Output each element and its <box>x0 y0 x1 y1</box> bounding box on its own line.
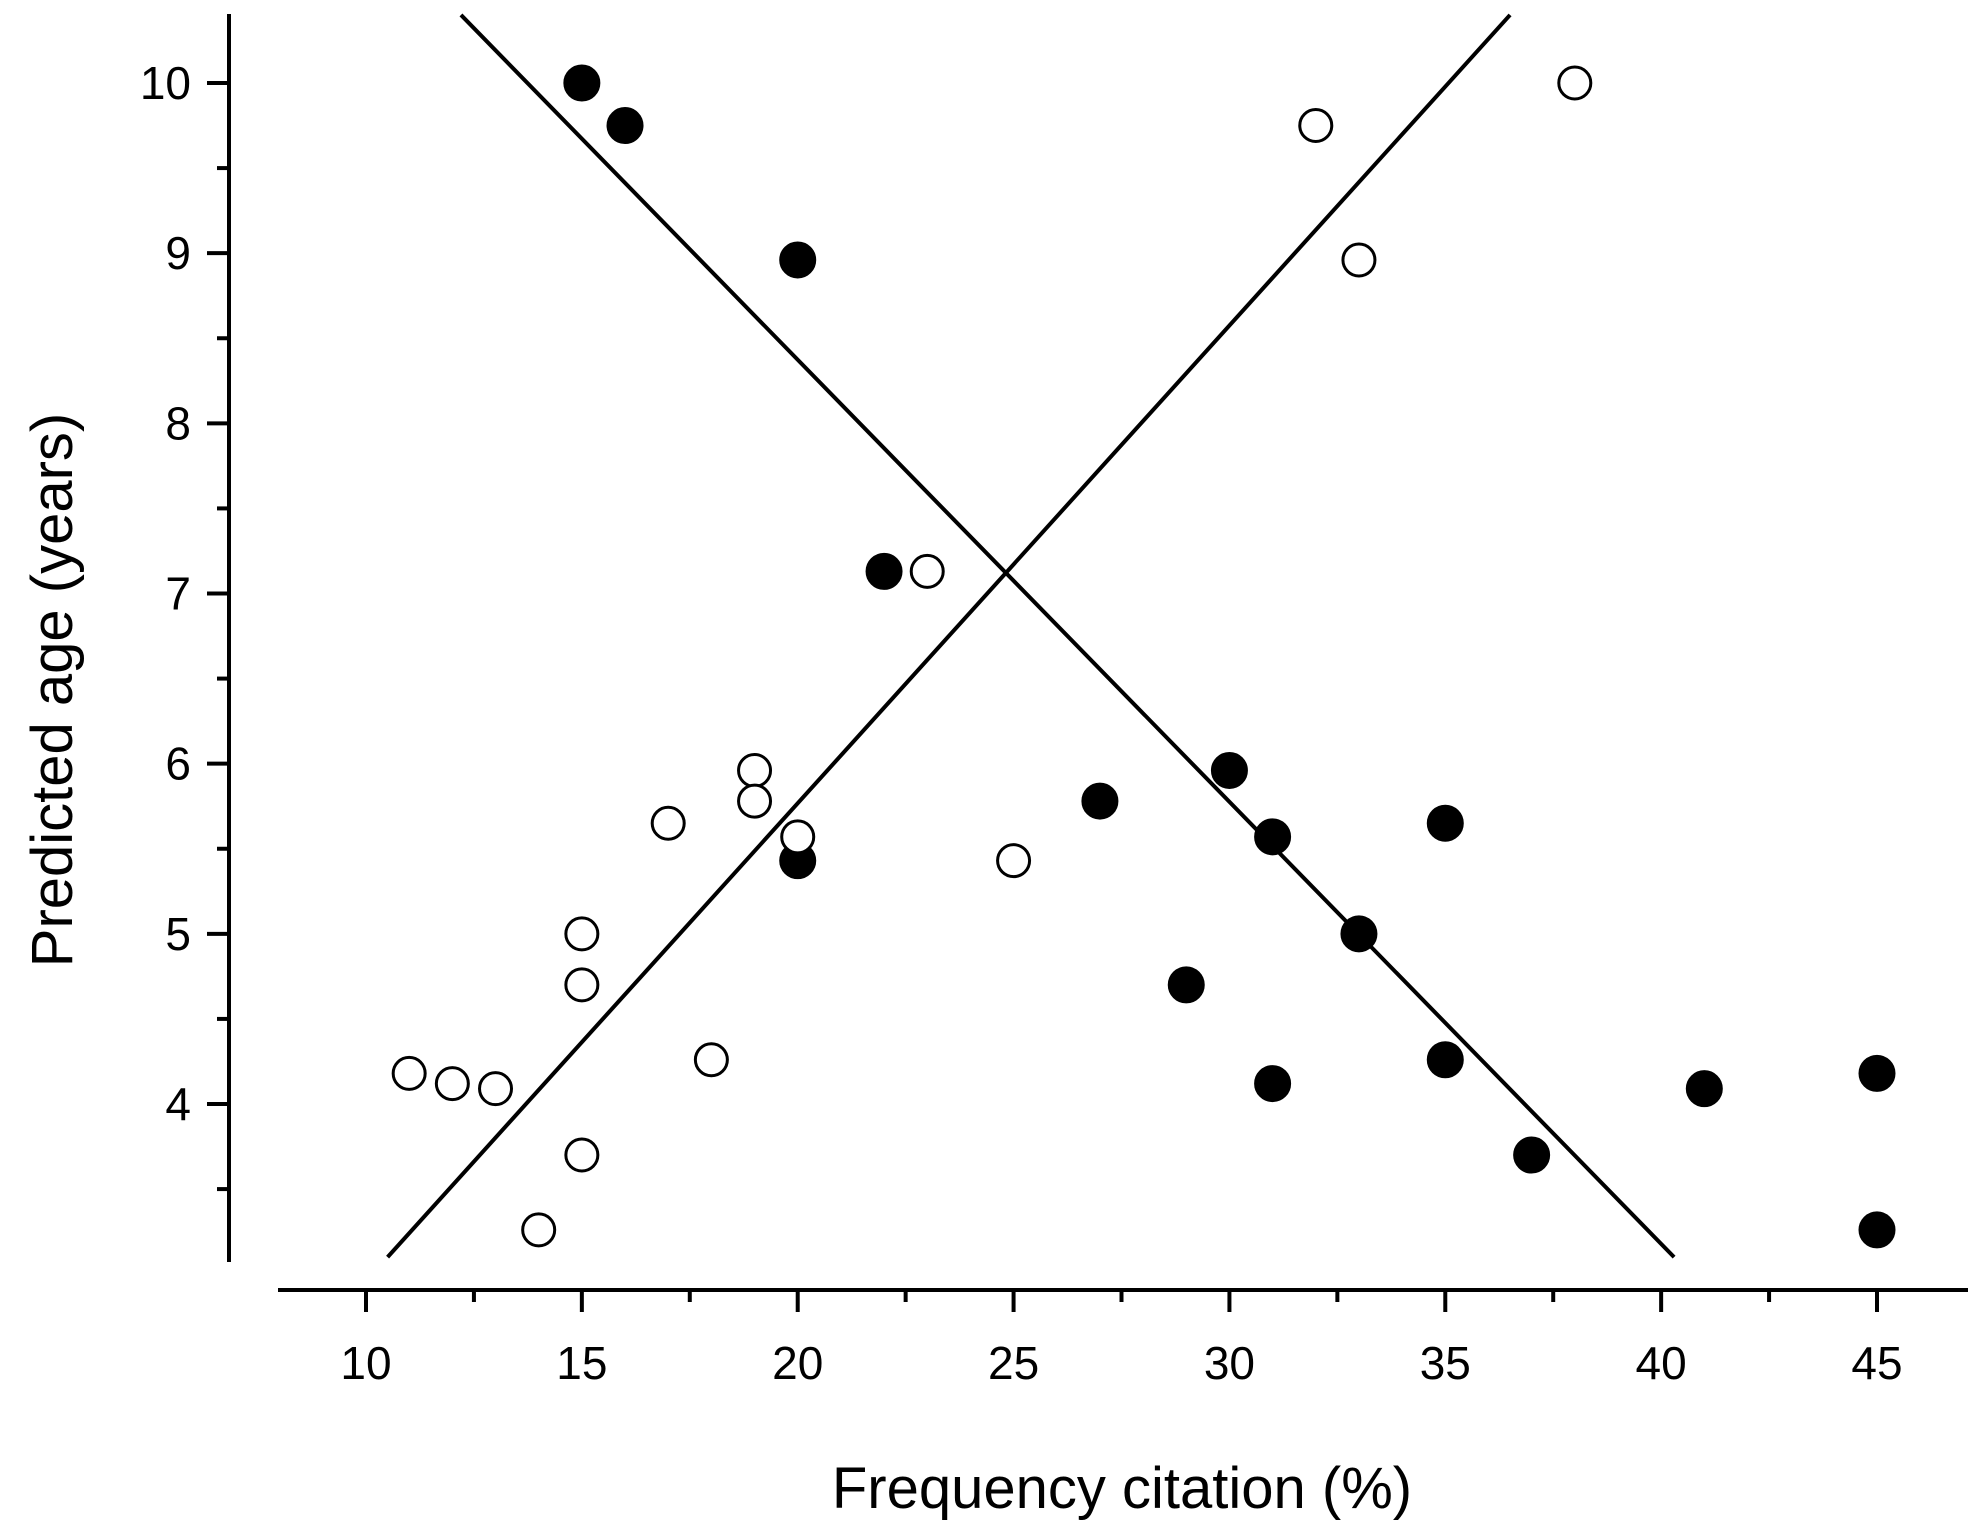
filled-data-point <box>1254 818 1292 856</box>
filled-data-point <box>1858 1054 1896 1092</box>
filled-data-point <box>563 64 601 102</box>
filled-data-point <box>1167 966 1205 1004</box>
filled-data-point <box>1210 751 1248 789</box>
filled-data-point <box>1513 1136 1551 1174</box>
open-data-point <box>434 1066 470 1102</box>
filled-data-point <box>1426 804 1464 842</box>
open-data-point <box>693 1042 729 1078</box>
filled-data-point <box>1081 782 1119 820</box>
y-tick-label: 5 <box>165 908 191 960</box>
y-axis-title: Predicted age (years) <box>20 413 85 967</box>
regression-lines <box>386 13 1676 1259</box>
open-data-point <box>1341 242 1377 278</box>
x-tick-label: 15 <box>556 1337 607 1389</box>
decreasing-fit-line <box>459 13 1676 1259</box>
x-tick-label: 40 <box>1636 1337 1687 1389</box>
open-data-point <box>909 553 945 589</box>
filled-data-point <box>1858 1211 1896 1249</box>
open-data-point <box>478 1071 514 1107</box>
open-data-point <box>564 967 600 1003</box>
open-data-point <box>564 916 600 952</box>
y-tick-label: 6 <box>165 738 191 790</box>
open-data-point <box>391 1055 427 1091</box>
open-data-point <box>1557 65 1593 101</box>
open-data-point <box>521 1212 557 1248</box>
filled-data-point <box>1340 915 1378 953</box>
x-tick-label: 10 <box>340 1337 391 1389</box>
open-data-point <box>650 805 686 841</box>
filled-data-point <box>606 107 644 145</box>
open-data-point <box>737 752 773 788</box>
filled-data-point <box>1685 1070 1723 1108</box>
x-tick-label: 20 <box>772 1337 823 1389</box>
y-tick-label: 7 <box>165 568 191 620</box>
x-axis-title: Frequency citation (%) <box>832 1456 1412 1521</box>
y-tick-label: 10 <box>140 57 191 109</box>
x-tick-label: 30 <box>1204 1337 1255 1389</box>
filled-data-point <box>1426 1041 1464 1079</box>
x-tick-label: 45 <box>1851 1337 1902 1389</box>
y-tick-label: 8 <box>165 397 191 449</box>
x-tick-label: 35 <box>1420 1337 1471 1389</box>
data-points <box>391 64 1896 1249</box>
open-data-point <box>780 819 816 855</box>
x-tick-label: 25 <box>988 1337 1039 1389</box>
y-tick-label: 9 <box>165 227 191 279</box>
y-tick-label: 4 <box>165 1078 191 1130</box>
open-data-point <box>737 783 773 819</box>
open-data-point <box>564 1137 600 1173</box>
filled-data-point <box>1254 1065 1292 1103</box>
filled-data-point <box>779 241 817 279</box>
open-data-point <box>1298 108 1334 144</box>
open-data-point <box>996 843 1032 879</box>
increasing-fit-line <box>386 13 1512 1259</box>
filled-data-point <box>865 552 903 590</box>
